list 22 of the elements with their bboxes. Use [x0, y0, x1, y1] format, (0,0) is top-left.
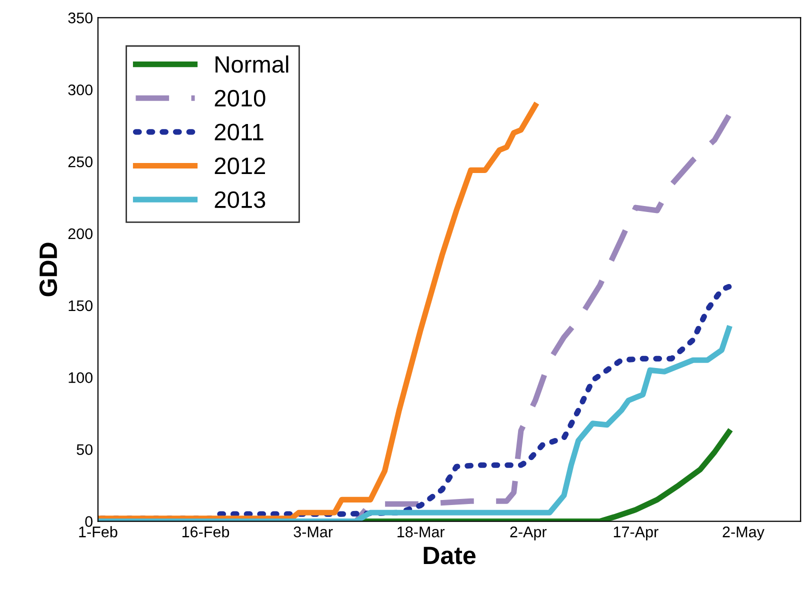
- x-axis-title: Date: [424, 546, 476, 564]
- x-tick-label: 17-Apr: [614, 526, 658, 540]
- y-tick-label: 0: [85, 516, 93, 527]
- legend-label: 2012: [214, 158, 265, 174]
- legend-label: 2011: [214, 124, 264, 140]
- x-tick-label: 3-Mar: [294, 526, 333, 538]
- x-tick-label: 18-Mar: [398, 526, 445, 538]
- y-tick-label: 350: [68, 12, 93, 24]
- y-tick-label: 200: [68, 228, 93, 240]
- x-tick-label: 1-Feb: [79, 526, 118, 538]
- y-tick-label: 150: [68, 300, 93, 312]
- y-tick-label: 100: [68, 372, 93, 384]
- x-tick-label: 16-Feb: [182, 526, 230, 538]
- x-tick-label: 2-May: [722, 526, 764, 540]
- legend-label: Normal: [216, 55, 288, 73]
- y-tick-label: 50: [76, 444, 93, 456]
- legend-label: 2010: [214, 90, 266, 107]
- legend-label: 2013: [214, 191, 266, 208]
- y-axis-title: GDD: [39, 242, 58, 296]
- x-tick-label: 2-Apr: [510, 526, 547, 540]
- y-tick-label: 300: [68, 84, 93, 96]
- y-tick-label: 250: [68, 156, 93, 168]
